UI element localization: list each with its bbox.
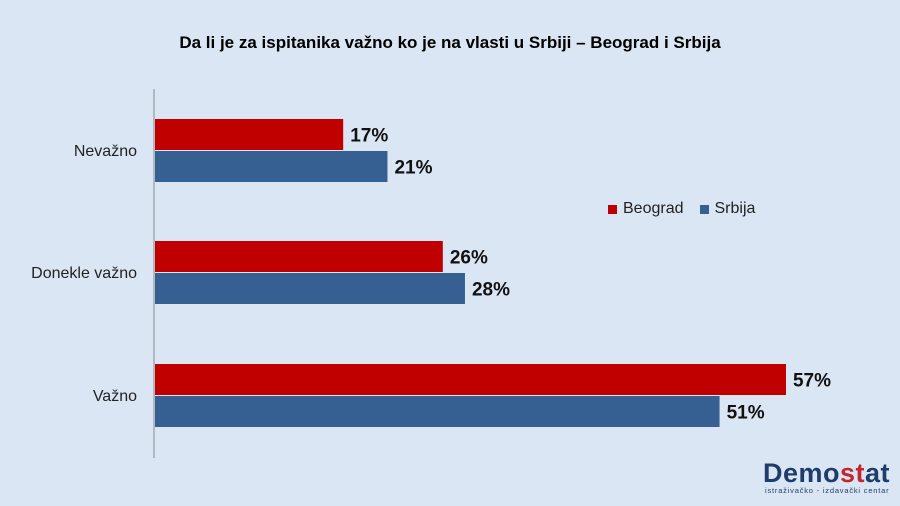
- data-label: 51%: [727, 403, 765, 424]
- bar-srbija: [155, 151, 388, 182]
- category-label: Nevažno: [74, 143, 137, 160]
- chart-title: Da li je za ispitanika važno ko je na vl…: [179, 33, 721, 52]
- data-label: 26%: [450, 248, 488, 269]
- bar-beograd: [155, 241, 443, 272]
- legend-item-srbija: Srbija: [699, 200, 756, 218]
- category-label: Važno: [93, 388, 137, 405]
- category-label: Donekle važno: [31, 265, 137, 282]
- bar-srbija: [155, 273, 465, 304]
- legend-label-beograd: Beograd: [623, 200, 684, 217]
- legend-swatch-srbija: [699, 204, 709, 214]
- logo-wordmark: Demostat: [763, 458, 891, 488]
- legend-item-beograd: Beograd: [608, 200, 684, 218]
- chart-legend: Beograd Srbija: [608, 200, 771, 218]
- legend-swatch-beograd: [608, 204, 617, 214]
- demostat-logo: Demostat istraživačko - izdavački centar: [763, 458, 893, 495]
- bar-srbija: [155, 396, 720, 427]
- data-label: 57%: [793, 371, 831, 392]
- data-label: 28%: [472, 280, 510, 301]
- bar-beograd: [155, 364, 786, 395]
- data-label: 21%: [394, 158, 432, 179]
- data-label: 17%: [350, 126, 388, 147]
- logo-tagline: istraživačko - izdavački centar: [765, 486, 890, 495]
- legend-label-srbija: Srbija: [714, 200, 756, 217]
- bar-beograd: [155, 119, 344, 150]
